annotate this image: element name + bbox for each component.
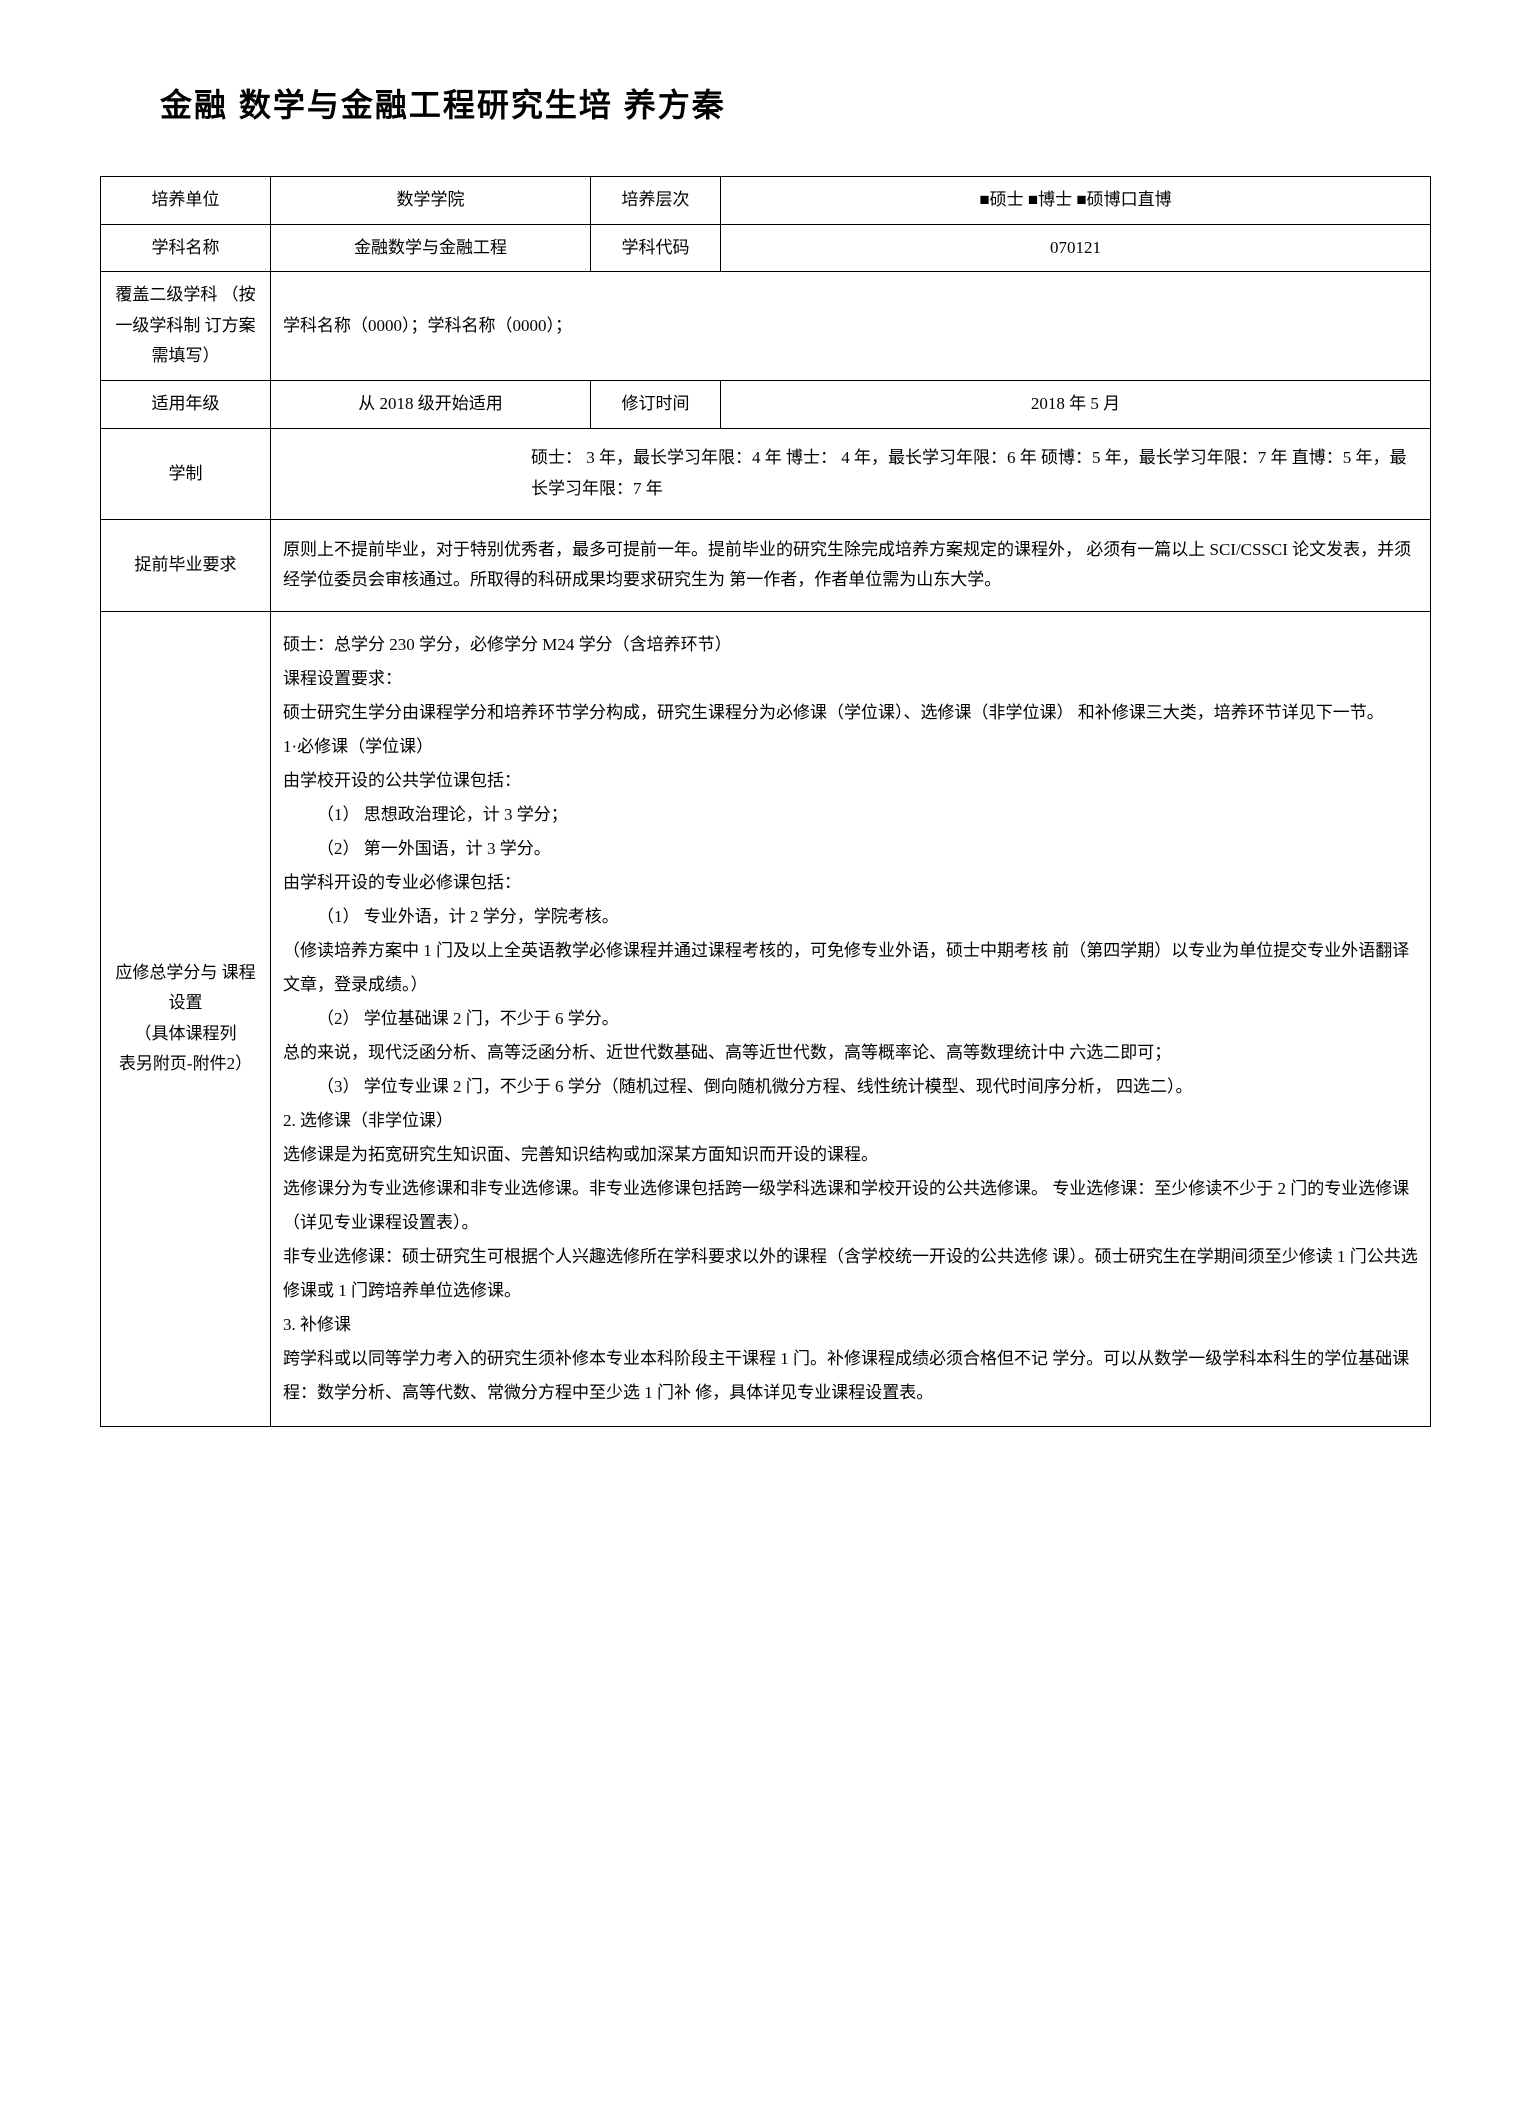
value-unit: 数学学院 xyxy=(271,177,591,225)
value-credits: 硕士：总学分 230 学分，必修学分 M24 学分（含培养环节） 课程设置要求：… xyxy=(271,611,1431,1426)
label-discipline: 学科名称 xyxy=(101,224,271,272)
value-level: ■硕士 ■博士 ■硕博口直博 xyxy=(721,177,1431,225)
credits-p13: （3） 学位专业课 2 门，不少于 6 学分（随机过程、倒向随机微分方程、线性统… xyxy=(283,1070,1418,1104)
label-unit: 培养单位 xyxy=(101,177,271,225)
document-title: 金融 数学与金融工程研究生培 养方秦 xyxy=(160,80,1431,126)
label-coverage: 覆盖二级学科 （按一级学科制 订方案需填写） xyxy=(101,272,271,381)
credits-p7: （2） 第一外国语，计 3 学分。 xyxy=(283,832,1418,866)
credits-p4: 1·必修课（学位课） xyxy=(283,730,1418,764)
value-code: 070121 xyxy=(721,224,1431,272)
label-revision: 修订时间 xyxy=(591,380,721,428)
row-discipline: 学科名称 金融数学与金融工程 学科代码 070121 xyxy=(101,224,1431,272)
row-coverage: 覆盖二级学科 （按一级学科制 订方案需填写） 学科名称（0000）；学科名称（0… xyxy=(101,272,1431,381)
credits-p2: 课程设置要求： xyxy=(283,662,1418,696)
credits-p8: 由学科开设的专业必修课包括： xyxy=(283,866,1418,900)
label-level: 培养层次 xyxy=(591,177,721,225)
credits-p15: 选修课是为拓宽研究生知识面、完善知识结构或加深某方面知识而开设的课程。 xyxy=(283,1138,1418,1172)
value-grade: 从 2018 级开始适用 xyxy=(271,380,591,428)
credits-p10: （修读培养方案中 1 门及以上全英语教学必修课程并通过课程考核的，可免修专业外语… xyxy=(283,934,1418,1002)
row-grade: 适用年级 从 2018 级开始适用 修订时间 2018 年 5 月 xyxy=(101,380,1431,428)
label-credits: 应修总学分与 课程设置 （具体课程列 表另附页-附件2） xyxy=(101,611,271,1426)
main-table: 培养单位 数学学院 培养层次 ■硕士 ■博士 ■硕博口直博 学科名称 金融数学与… xyxy=(100,176,1431,1427)
credits-p3: 硕士研究生学分由课程学分和培养环节学分构成，研究生课程分为必修课（学位课）、选修… xyxy=(283,696,1418,730)
credits-p12: 总的来说，现代泛函分析、高等泛函分析、近世代数基础、高等近世代数，高等概率论、高… xyxy=(283,1036,1418,1070)
value-duration: 硕士： 3 年，最长学习年限：4 年 博士： 4 年，最长学习年限：6 年 硕博… xyxy=(271,428,1431,520)
credits-p14: 2. 选修课（非学位课） xyxy=(283,1104,1418,1138)
label-early-grad: 捉前毕业要求 xyxy=(101,520,271,612)
row-credits: 应修总学分与 课程设置 （具体课程列 表另附页-附件2） 硕士：总学分 230 … xyxy=(101,611,1431,1426)
value-discipline: 金融数学与金融工程 xyxy=(271,224,591,272)
label-grade: 适用年级 xyxy=(101,380,271,428)
value-early-grad: 原则上不提前毕业，对于特别优秀者，最多可提前一年。提前毕业的研究生除完成培养方案… xyxy=(271,520,1431,612)
value-coverage: 学科名称（0000）；学科名称（0000）； xyxy=(271,272,1431,381)
credits-p1: 硕士：总学分 230 学分，必修学分 M24 学分（含培养环节） xyxy=(283,628,1418,662)
credits-p18: 3. 补修课 xyxy=(283,1308,1418,1342)
label-code: 学科代码 xyxy=(591,224,721,272)
row-early-grad: 捉前毕业要求 原则上不提前毕业，对于特别优秀者，最多可提前一年。提前毕业的研究生… xyxy=(101,520,1431,612)
credits-p17: 非专业选修课：硕士研究生可根据个人兴趣选修所在学科要求以外的课程（含学校统一开设… xyxy=(283,1240,1418,1308)
row-duration: 学制 硕士： 3 年，最长学习年限：4 年 博士： 4 年，最长学习年限：6 年… xyxy=(101,428,1431,520)
credits-p11: （2） 学位基础课 2 门，不少于 6 学分。 xyxy=(283,1002,1418,1036)
credits-p19: 跨学科或以同等学力考入的研究生须补修本专业本科阶段主干课程 1 门。补修课程成绩… xyxy=(283,1342,1418,1410)
value-revision: 2018 年 5 月 xyxy=(721,380,1431,428)
row-unit: 培养单位 数学学院 培养层次 ■硕士 ■博士 ■硕博口直博 xyxy=(101,177,1431,225)
credits-p5: 由学校开设的公共学位课包括： xyxy=(283,764,1418,798)
credits-p9: （1） 专业外语，计 2 学分，学院考核。 xyxy=(283,900,1418,934)
label-duration: 学制 xyxy=(101,428,271,520)
credits-p6: （1） 思想政治理论，计 3 学分； xyxy=(283,798,1418,832)
credits-p16: 选修课分为专业选修课和非专业选修课。非专业选修课包括跨一级学科选课和学校开设的公… xyxy=(283,1172,1418,1240)
